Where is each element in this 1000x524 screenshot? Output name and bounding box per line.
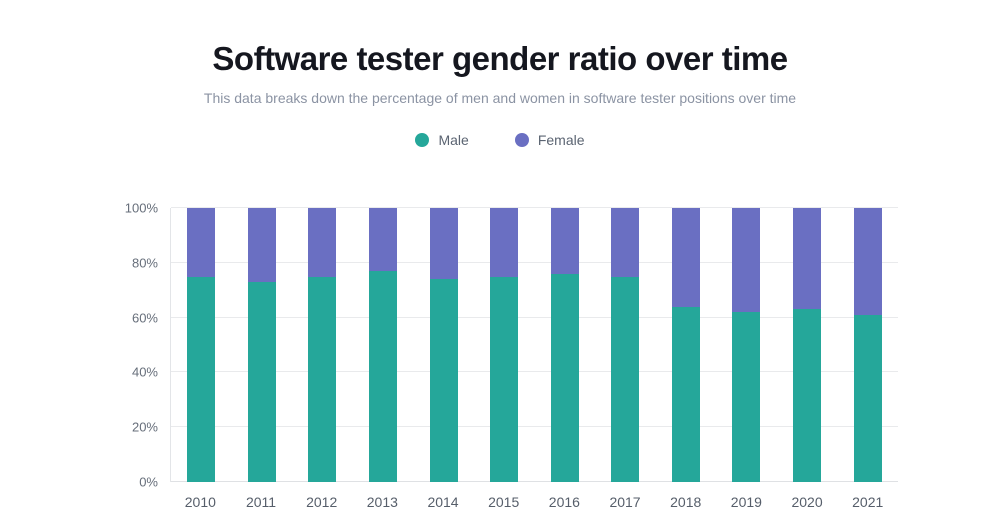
legend-label-male: Male [438,132,469,148]
plot-area [170,207,898,482]
female-segment-2016[interactable] [550,208,579,274]
x-tick-label-2014: 2014 [427,494,459,510]
bar-slot-2014 [413,208,474,482]
male-segment-2014[interactable] [429,279,458,482]
chart-page: Software tester gender ratio over time T… [0,40,1000,524]
female-segment-2013[interactable] [369,208,398,272]
female-segment-2017[interactable] [611,208,640,277]
bars-row [171,208,898,482]
legend-item-female[interactable]: Female [514,132,585,148]
y-tick-label-20: 20% [131,419,158,435]
gridline-80 [171,261,898,263]
x-tick-label-2016: 2016 [548,494,580,510]
bar-2017[interactable] [611,208,640,482]
bar-2019[interactable] [732,208,761,482]
gridline-100 [171,207,898,208]
bar-slot-2012 [292,208,353,482]
page-subtitle: This data breaks down the percentage of … [203,90,797,106]
bar-slot-2015 [474,208,535,482]
male-segment-2012[interactable] [308,276,337,482]
bar-slot-2010 [171,208,232,482]
legend-label-female: Female [537,132,585,148]
male-segment-2019[interactable] [732,312,761,482]
x-axis: 2010 2011 2012 2013 2014 2015 2016 2017 2018 2019… [170,494,898,510]
y-tick-label-100: 100% [124,200,158,216]
x-tick-label-2011: 2011 [245,494,277,510]
y-tick-label-0: 0% [139,474,158,490]
legend-item-male[interactable]: Male [415,132,469,148]
bar-2015[interactable] [490,208,519,482]
bar-2014[interactable] [429,208,458,482]
bar-2010[interactable] [187,208,216,482]
y-tick-label-80: 80% [131,255,158,271]
female-segment-2014[interactable] [429,208,458,280]
y-tick-label-60: 60% [131,310,158,326]
x-tick-label-2018: 2018 [670,494,702,510]
female-segment-2012[interactable] [308,208,337,277]
gridline-0 [171,481,898,482]
bar-2012[interactable] [308,208,337,482]
x-tick-label-2013: 2013 [366,494,398,510]
bar-2011[interactable] [247,208,276,482]
bar-slot-2018 [656,208,717,482]
bar-2020[interactable] [793,208,822,482]
female-segment-2015[interactable] [490,208,519,277]
legend: Male Female [0,132,1000,148]
bar-slot-2020 [777,208,838,482]
stacked-bar-chart: 0% 20% 40% 60% 80% 100% 2010 2011 2012 2013 2014 2… [108,201,898,510]
gridline-20 [171,426,898,428]
bar-2018[interactable] [671,208,700,482]
bar-slot-2019 [716,208,777,482]
x-tick-label-2012: 2012 [306,494,338,510]
male-segment-2021[interactable] [853,314,882,482]
page-title: Software tester gender ratio over time [212,40,788,77]
female-legend-dot-icon [514,133,529,147]
female-segment-2011[interactable] [247,208,276,282]
female-segment-2018[interactable] [671,208,700,307]
x-tick-label-2021: 2021 [852,494,884,510]
bar-slot-2017 [595,208,656,482]
x-tick-label-2019: 2019 [730,494,762,510]
y-axis: 0% 20% 40% 60% 80% 100% [108,201,170,490]
x-tick-label-2017: 2017 [609,494,641,510]
female-segment-2010[interactable] [187,208,216,277]
male-legend-dot-icon [415,133,430,147]
male-segment-2020[interactable] [793,309,822,482]
female-segment-2020[interactable] [793,208,822,310]
male-segment-2015[interactable] [490,276,519,482]
female-segment-2019[interactable] [732,208,761,313]
x-tick-label-2010: 2010 [184,494,216,510]
male-segment-2013[interactable] [369,271,398,482]
bar-slot-2011 [232,208,293,482]
male-segment-2016[interactable] [550,273,579,482]
bar-slot-2016 [534,208,595,482]
bar-2013[interactable] [369,208,398,482]
bar-slot-2013 [353,208,414,482]
gridline-60 [171,316,898,318]
bar-2016[interactable] [550,208,579,482]
male-segment-2010[interactable] [187,276,216,482]
bar-2021[interactable] [853,208,882,482]
male-segment-2018[interactable] [671,306,700,482]
x-tick-label-2020: 2020 [791,494,823,510]
gridline-40 [171,371,898,373]
male-segment-2017[interactable] [611,276,640,482]
bar-slot-2021 [837,208,898,482]
male-segment-2011[interactable] [247,281,276,482]
x-tick-label-2015: 2015 [488,494,520,510]
y-tick-label-40: 40% [131,364,158,380]
female-segment-2021[interactable] [853,208,882,315]
